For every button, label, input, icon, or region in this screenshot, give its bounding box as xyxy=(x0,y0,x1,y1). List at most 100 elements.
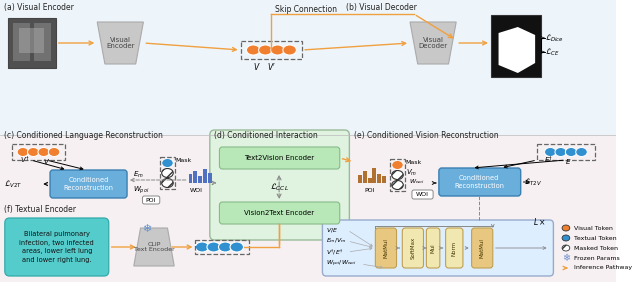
Ellipse shape xyxy=(162,158,173,168)
Text: SoftMax: SoftMax xyxy=(410,237,415,259)
Text: Masked Token: Masked Token xyxy=(573,246,618,250)
FancyBboxPatch shape xyxy=(472,228,493,268)
Text: $V^{\dagger}$: $V^{\dagger}$ xyxy=(20,155,30,166)
Ellipse shape xyxy=(38,147,49,157)
Text: MatMul: MatMul xyxy=(383,238,388,258)
Bar xyxy=(491,15,541,77)
Bar xyxy=(12,144,65,160)
Bar xyxy=(19,28,44,53)
Ellipse shape xyxy=(392,171,403,180)
Text: Norm: Norm xyxy=(452,241,457,255)
FancyBboxPatch shape xyxy=(323,220,554,276)
FancyBboxPatch shape xyxy=(5,218,109,276)
Text: $\mathcal{L}_{CE}$: $\mathcal{L}_{CE}$ xyxy=(545,46,559,58)
Ellipse shape xyxy=(392,160,403,169)
Ellipse shape xyxy=(162,169,173,177)
Text: (c) Conditioned Language Reconstruction: (c) Conditioned Language Reconstruction xyxy=(4,131,163,140)
Text: $V'$: $V'$ xyxy=(267,61,276,72)
Text: Skip Connection: Skip Connection xyxy=(275,5,337,14)
Text: (a) Visual Encoder: (a) Visual Encoder xyxy=(4,3,74,12)
Text: MatMul: MatMul xyxy=(480,238,484,258)
Ellipse shape xyxy=(576,147,588,157)
Ellipse shape xyxy=(48,147,60,157)
Text: $E_m/V_m$: $E_m/V_m$ xyxy=(326,237,347,245)
FancyBboxPatch shape xyxy=(412,190,433,199)
Polygon shape xyxy=(499,27,535,73)
Ellipse shape xyxy=(259,45,272,55)
Text: ❄: ❄ xyxy=(562,253,570,263)
Text: (d) Conditioned Interaction: (d) Conditioned Interaction xyxy=(214,131,317,140)
Bar xyxy=(378,174,381,183)
Ellipse shape xyxy=(555,147,566,157)
Bar xyxy=(358,175,362,183)
Text: $W_{woi}$: $W_{woi}$ xyxy=(409,177,425,186)
Ellipse shape xyxy=(246,45,260,55)
Bar xyxy=(34,23,51,61)
Ellipse shape xyxy=(562,225,570,231)
Bar xyxy=(382,177,386,183)
Text: $V$: $V$ xyxy=(43,157,50,166)
Bar xyxy=(390,159,405,191)
FancyBboxPatch shape xyxy=(220,147,340,169)
Ellipse shape xyxy=(271,45,284,55)
Text: Bilateral pulmonary
infection, two infected
areas, lower left lung
and lower rig: Bilateral pulmonary infection, two infec… xyxy=(19,231,94,263)
Bar xyxy=(363,171,367,183)
Text: CLIP
Text Encoder: CLIP Text Encoder xyxy=(134,242,174,252)
Polygon shape xyxy=(410,22,456,64)
FancyBboxPatch shape xyxy=(220,202,340,224)
Ellipse shape xyxy=(283,45,296,55)
FancyBboxPatch shape xyxy=(445,228,463,268)
Text: WOI: WOI xyxy=(416,193,429,197)
Ellipse shape xyxy=(28,147,39,157)
Ellipse shape xyxy=(562,235,570,241)
Ellipse shape xyxy=(207,242,220,252)
Text: $V_m$: $V_m$ xyxy=(406,168,417,178)
FancyBboxPatch shape xyxy=(143,196,160,204)
Text: (f) Textual Encoder: (f) Textual Encoder xyxy=(4,205,76,214)
Bar xyxy=(0,135,616,282)
FancyBboxPatch shape xyxy=(426,228,440,268)
Text: ❄: ❄ xyxy=(141,224,151,234)
Text: Mul: Mul xyxy=(431,243,436,253)
Ellipse shape xyxy=(565,147,577,157)
Text: $E_m$: $E_m$ xyxy=(133,170,143,180)
Ellipse shape xyxy=(17,147,29,157)
Bar xyxy=(367,178,371,183)
Text: $\mathcal{L}_{CCL}$: $\mathcal{L}_{CCL}$ xyxy=(269,181,289,193)
Text: $L\times$: $L\times$ xyxy=(532,216,546,227)
Text: Frozen Params: Frozen Params xyxy=(573,255,620,261)
Text: Visual Token: Visual Token xyxy=(573,226,612,230)
Ellipse shape xyxy=(218,242,232,252)
Bar xyxy=(198,177,202,183)
FancyBboxPatch shape xyxy=(210,130,349,240)
Text: $\mathcal{L}_{V2T}$: $\mathcal{L}_{V2T}$ xyxy=(4,178,22,190)
Ellipse shape xyxy=(392,180,403,190)
Text: (e) Conditioned Vision Reconstruction: (e) Conditioned Vision Reconstruction xyxy=(354,131,499,140)
Bar xyxy=(372,168,376,183)
Text: $E$: $E$ xyxy=(564,157,571,166)
Text: POI: POI xyxy=(364,188,375,193)
Text: $V$: $V$ xyxy=(253,61,261,72)
Polygon shape xyxy=(134,228,174,266)
Bar xyxy=(537,144,595,160)
Text: WOI: WOI xyxy=(190,188,203,193)
Text: $V^{\dagger}/E^{\dagger}$: $V^{\dagger}/E^{\dagger}$ xyxy=(326,247,344,257)
Text: $W_{poi}/W_{woi}$: $W_{poi}/W_{woi}$ xyxy=(326,259,357,269)
Text: Visual
Encoder: Visual Encoder xyxy=(106,36,134,50)
FancyBboxPatch shape xyxy=(439,168,521,196)
Ellipse shape xyxy=(230,242,243,252)
Text: Mask: Mask xyxy=(405,160,422,166)
Bar xyxy=(203,169,207,183)
Bar xyxy=(241,41,302,59)
Text: Textual Token: Textual Token xyxy=(573,235,616,241)
Text: Inference Pathway: Inference Pathway xyxy=(573,265,632,270)
Text: $V/E$: $V/E$ xyxy=(326,226,339,234)
Text: Text2Vision Encoder: Text2Vision Encoder xyxy=(244,155,314,161)
Text: Conditioned
Reconstruction: Conditioned Reconstruction xyxy=(63,177,113,191)
Text: (b) Visual Decoder: (b) Visual Decoder xyxy=(346,3,417,12)
Ellipse shape xyxy=(162,179,173,188)
Ellipse shape xyxy=(545,147,556,157)
Text: Mask: Mask xyxy=(175,158,191,164)
Text: $\mathcal{L}_{Dice}$: $\mathcal{L}_{Dice}$ xyxy=(545,32,564,44)
Text: Vision2Text Encoder: Vision2Text Encoder xyxy=(244,210,314,216)
